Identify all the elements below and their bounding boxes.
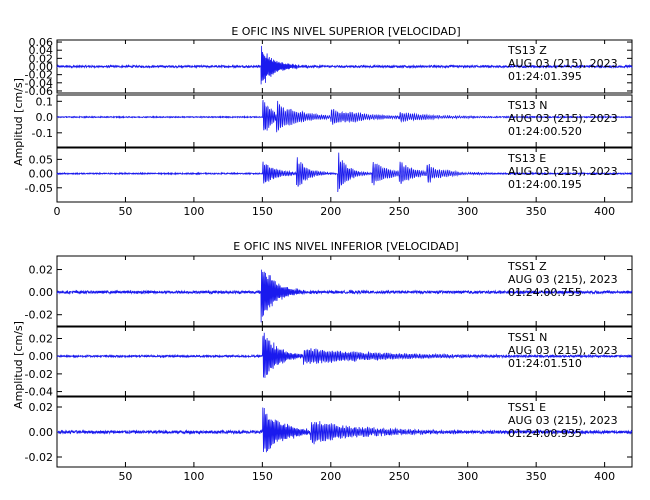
x-tick-label: 150 <box>252 470 273 483</box>
upper-chart-title: E OFIC INS NIVEL SUPERIOR [VELOCIDAD] <box>231 25 460 38</box>
date-label: AUG 03 (215), 2023 <box>508 165 618 178</box>
y-tick-label: 0.02 <box>29 401 54 414</box>
station-channel-label: TSS1 N <box>507 331 547 344</box>
y-tick-label: 0.00 <box>29 286 54 299</box>
x-tick-label: 400 <box>594 205 615 218</box>
x-tick-label: 250 <box>389 205 410 218</box>
y-tick-label: -0.04 <box>25 386 53 399</box>
x-tick-label: 100 <box>183 205 204 218</box>
x-tick-label: 50 <box>118 470 132 483</box>
trace-ts13-e <box>56 152 633 193</box>
y-tick-label: -0.02 <box>25 69 53 82</box>
trace-tss1-n <box>56 332 633 378</box>
y-tick-label: 0.06 <box>29 36 54 49</box>
panel-frame <box>56 326 633 397</box>
time-label: 01:24:01.510 <box>508 357 582 370</box>
y-tick-label: 0.00 <box>29 168 54 181</box>
trace-tss1-z <box>56 269 633 323</box>
time-label: 01:24:00.935 <box>508 427 582 440</box>
date-label: AUG 03 (215), 2023 <box>508 273 618 286</box>
x-tick-label: 200 <box>320 470 341 483</box>
lower-chart-title: E OFIC INS NIVEL INFERIOR [VELOCIDAD] <box>233 240 458 253</box>
x-tick-label: 50 <box>118 205 132 218</box>
y-tick-label: 0.02 <box>29 264 54 277</box>
panel-ts13-z: 0.060.040.020.00-0.02-0.04-0.06 TS13 ZAUG… <box>25 36 633 98</box>
panel-frame <box>56 147 633 203</box>
date-label: AUG 03 (215), 2023 <box>508 57 618 70</box>
x-tick-label: 200 <box>320 205 341 218</box>
y-tick-label: -0.02 <box>25 368 53 381</box>
station-channel-label: TSS1 E <box>507 401 546 414</box>
trace-ts13-z <box>56 45 633 85</box>
trace-tss1-e <box>56 407 633 453</box>
date-label: AUG 03 (215), 2023 <box>508 414 618 427</box>
x-tick-label: 350 <box>526 205 547 218</box>
upper-y-axis-label: Amplitud [cm/s] <box>12 78 25 166</box>
y-tick-label: -0.02 <box>25 309 53 322</box>
y-tick-label: 0.04 <box>29 44 54 57</box>
time-label: 01:24:00.755 <box>508 286 582 299</box>
time-label: 01:24:00.195 <box>508 178 582 191</box>
trace-ts13-n <box>56 99 633 133</box>
y-tick-label: 0.00 <box>29 426 54 439</box>
y-tick-label: 0.0 <box>36 111 54 124</box>
x-tick-label: 350 <box>526 470 547 483</box>
panel-frame <box>56 94 633 148</box>
y-tick-label: 0.00 <box>29 61 54 74</box>
x-tick-label: 300 <box>457 205 478 218</box>
station-channel-label: TSS1 Z <box>507 260 547 273</box>
y-tick-label: -0.06 <box>25 85 53 98</box>
y-tick-label: -0.05 <box>25 182 53 195</box>
x-tick-label: 300 <box>457 470 478 483</box>
y-tick-label: -0.1 <box>32 127 53 140</box>
y-tick-label: 0.02 <box>29 52 54 65</box>
station-channel-label: TS13 N <box>507 99 547 112</box>
y-tick-label: -0.04 <box>25 77 53 90</box>
x-tick-label: 400 <box>594 470 615 483</box>
date-label: AUG 03 (215), 2023 <box>508 112 618 125</box>
y-tick-label: 0.00 <box>29 350 54 363</box>
y-tick-label: 0.1 <box>36 95 54 108</box>
y-tick-label: 0.05 <box>29 153 54 166</box>
x-tick-label: 0 <box>54 205 61 218</box>
y-tick-label: 0.02 <box>29 333 54 346</box>
station-channel-label: TS13 E <box>507 152 546 165</box>
x-tick-label: 150 <box>252 205 273 218</box>
x-tick-label: 250 <box>389 470 410 483</box>
time-label: 01:24:01.395 <box>508 70 582 83</box>
lower-y-axis-label: Amplitud [cm/s] <box>12 321 25 409</box>
time-label: 01:24:00.520 <box>508 125 582 138</box>
station-channel-label: TS13 Z <box>507 44 547 57</box>
x-tick-label: 100 <box>183 470 204 483</box>
date-label: AUG 03 (215), 2023 <box>508 344 618 357</box>
y-tick-label: -0.02 <box>25 451 53 464</box>
